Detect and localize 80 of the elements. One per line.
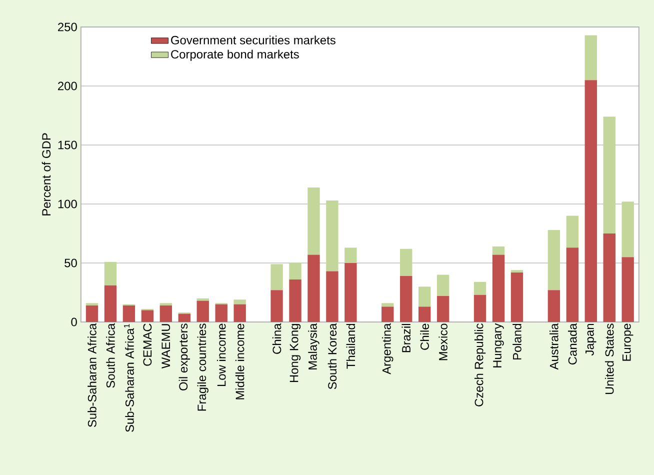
x-tick-label: Oil exporters [178, 324, 190, 390]
bar [603, 234, 616, 322]
bar [289, 280, 302, 322]
bar [326, 271, 338, 322]
x-tick-label: United States [604, 324, 614, 394]
x-tick-label: Czech Republic [474, 324, 486, 406]
bar [566, 216, 579, 248]
x-tick-label: Mexico [438, 324, 448, 360]
bar [270, 264, 283, 290]
x-tick-label: Japan [586, 324, 596, 356]
x-tick-label: Brazil [402, 324, 410, 352]
bar [308, 254, 320, 322]
x-tick-label: CEMAC [143, 324, 152, 366]
bar [474, 294, 486, 322]
bar [308, 187, 320, 255]
x-tick-label: Chile [420, 324, 429, 350]
bar [160, 305, 172, 322]
bar [566, 248, 579, 322]
bar [196, 298, 209, 301]
bar [196, 300, 209, 322]
x-tick-label: Low income [216, 324, 226, 386]
bar [289, 263, 302, 280]
x-tick-label: Poland [512, 324, 522, 360]
x-tick-label: Fragile countries [197, 324, 208, 411]
bar [104, 285, 117, 322]
bar [400, 276, 412, 322]
x-tick-label: Sub-Saharan Africa [88, 323, 96, 427]
x-tick-label: South Korea [328, 323, 337, 390]
bar [326, 200, 338, 272]
y-tick-label: 200 [58, 82, 77, 90]
bar [603, 116, 616, 234]
y-tick-label: 100 [58, 200, 77, 208]
y-axis-title: Percent of GDP [42, 133, 51, 216]
legend-label: Corporate bond markets [171, 50, 299, 61]
bar [436, 274, 450, 296]
x-tick-label: Middle income [235, 324, 244, 400]
bar [492, 246, 505, 255]
bar [548, 230, 560, 290]
bar [234, 300, 246, 304]
bar [418, 306, 431, 322]
bar [382, 303, 394, 307]
legend-label: Government securities markets [171, 36, 336, 44]
y-tick-label: 150 [58, 140, 77, 150]
x-tick-label: Thailand [346, 324, 356, 369]
bar [584, 35, 597, 80]
x-tick-label: Europe [622, 324, 634, 361]
bar [215, 304, 228, 322]
x-tick-label: Canada [568, 323, 577, 364]
bar [382, 306, 394, 322]
bar [622, 257, 634, 322]
bar [122, 305, 136, 322]
x-tick-label: Australia [550, 323, 558, 370]
bar [86, 305, 98, 322]
bar [141, 310, 154, 322]
bar [548, 290, 560, 322]
x-tick-label: Hungary [493, 323, 504, 368]
x-tick-label: Hong Kong [290, 324, 301, 382]
bar [584, 80, 597, 322]
x-tick-label: Malaysia [308, 323, 320, 370]
y-tick-label: 0 [71, 318, 77, 326]
bar [344, 248, 357, 263]
bar [344, 263, 357, 322]
y-tick-label: 250 [58, 22, 77, 32]
x-tick-label: Argentina [382, 323, 394, 374]
x-tick-label: South Africa [106, 323, 115, 388]
bar [492, 254, 505, 322]
bar [474, 282, 486, 295]
y-tick-label: 50 [64, 258, 77, 268]
bar [270, 290, 283, 322]
x-tick-label: WAEMU [162, 324, 170, 369]
bar [510, 272, 524, 322]
bar [400, 248, 412, 276]
bar [104, 262, 117, 286]
bar [418, 286, 431, 307]
bar [178, 314, 190, 322]
bar [436, 296, 450, 322]
bar [622, 202, 634, 258]
x-tick-label: China [272, 323, 282, 354]
bar [234, 304, 246, 322]
x-tick-label: Sub-Saharan Africa$^{1}$ [124, 324, 134, 432]
